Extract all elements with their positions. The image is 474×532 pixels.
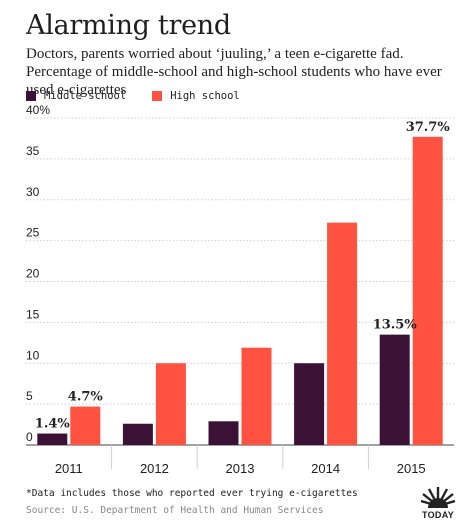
data-label: 37.7% [406, 120, 451, 135]
bar-middle-school [379, 334, 410, 445]
legend: Middle school High school [26, 89, 266, 103]
y-tick-label: 20 [26, 267, 40, 281]
bar-high-school [327, 222, 358, 445]
legend-label-high-school: High school [170, 90, 240, 102]
bar-high-school [155, 363, 186, 445]
y-tick-label: 25 [26, 226, 40, 240]
today-logo-text: TODAY [421, 510, 454, 520]
bar-middle-school [294, 363, 325, 445]
y-tick-label: 15 [26, 307, 40, 321]
bar-high-school [241, 347, 272, 445]
data-label: 1.4% [35, 417, 71, 432]
legend-item-middle-school: Middle school [26, 90, 126, 102]
y-tick-label: 35 [26, 144, 40, 158]
chart-subtitle: Doctors, parents worried about ‘juuling,… [26, 46, 442, 98]
today-logo: TODAY [420, 484, 456, 524]
bar-middle-school [122, 423, 153, 445]
y-tick-label: 0 [26, 430, 33, 444]
today-sunrise-logo-icon [420, 487, 456, 508]
footnote: *Data includes those who reported ever t… [26, 488, 358, 499]
data-label: 13.5% [373, 318, 418, 333]
bar-middle-school [208, 421, 239, 445]
y-tick-label: 30 [26, 185, 40, 199]
x-tick-label: 2012 [140, 461, 169, 476]
legend-item-high-school: High school [152, 90, 240, 102]
x-tick-label: 2014 [311, 461, 340, 476]
legend-label-middle-school: Middle school [44, 90, 127, 102]
source-line: Source: U.S. Department of Health and Hu… [26, 505, 324, 516]
legend-swatch-high-school [152, 91, 163, 101]
y-tick-label: 10 [26, 348, 40, 362]
chart-title: Alarming trend [26, 10, 231, 41]
data-label: 4.7% [68, 390, 104, 405]
y-tick-label: 5 [26, 389, 33, 403]
y-tick-label: 40% [26, 103, 50, 117]
bar-high-school [70, 406, 101, 445]
legend-swatch-middle-school [26, 91, 36, 101]
x-tick-label: 2015 [397, 461, 426, 476]
x-tick-label: 2011 [55, 461, 83, 476]
bar-middle-school [37, 433, 68, 445]
bar-high-school [412, 136, 443, 446]
x-tick-label: 2013 [226, 461, 255, 476]
